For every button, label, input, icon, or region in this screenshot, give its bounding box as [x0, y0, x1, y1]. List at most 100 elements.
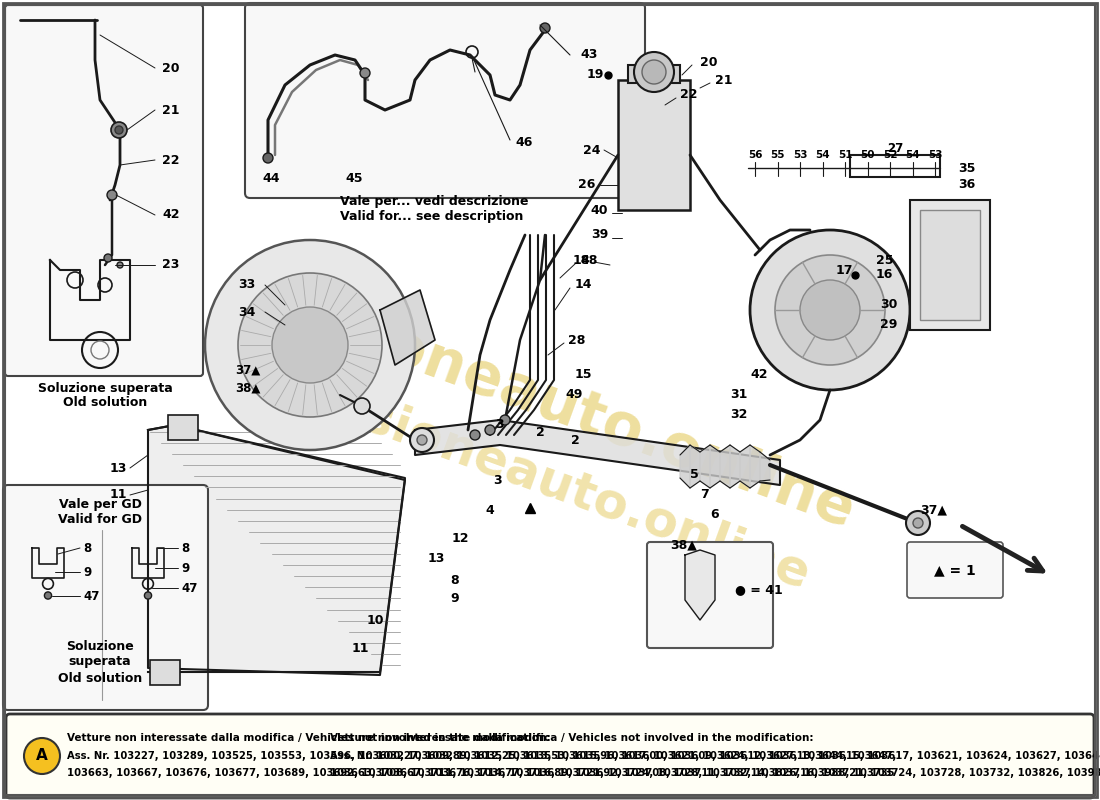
- Text: 16: 16: [876, 269, 893, 282]
- Text: Vale per GD: Vale per GD: [58, 498, 142, 511]
- Bar: [850, 155, 940, 177]
- Text: 43: 43: [580, 49, 597, 62]
- Text: 56: 56: [748, 150, 762, 160]
- Polygon shape: [760, 452, 770, 481]
- Text: 44: 44: [262, 172, 279, 185]
- Bar: [150, 660, 180, 685]
- Text: 29: 29: [880, 318, 898, 331]
- Circle shape: [360, 68, 370, 78]
- Text: 46: 46: [515, 135, 532, 149]
- Text: 22: 22: [680, 89, 697, 102]
- Circle shape: [913, 518, 923, 528]
- Text: 53: 53: [793, 150, 807, 160]
- Circle shape: [750, 230, 910, 390]
- Circle shape: [354, 398, 370, 414]
- Text: 13: 13: [110, 462, 128, 474]
- Text: 50: 50: [860, 150, 875, 160]
- Text: Old solution: Old solution: [58, 672, 142, 685]
- Text: 42: 42: [162, 209, 179, 222]
- Text: passioneauto.online: passioneauto.online: [218, 259, 862, 541]
- Polygon shape: [680, 445, 690, 488]
- Text: 21: 21: [715, 74, 733, 86]
- Text: Vale per... vedi descrizione: Vale per... vedi descrizione: [340, 195, 528, 208]
- Circle shape: [24, 738, 60, 774]
- Circle shape: [540, 23, 550, 33]
- Circle shape: [776, 255, 886, 365]
- Bar: [910, 200, 990, 330]
- FancyBboxPatch shape: [908, 542, 1003, 598]
- Text: 55: 55: [770, 150, 784, 160]
- Text: A: A: [36, 749, 48, 763]
- Text: 54: 54: [815, 150, 829, 160]
- Text: 2: 2: [571, 434, 580, 446]
- Text: 23: 23: [162, 258, 179, 271]
- Text: 14: 14: [575, 278, 593, 291]
- Text: 33: 33: [238, 278, 255, 291]
- Polygon shape: [740, 445, 750, 488]
- Circle shape: [117, 262, 123, 268]
- Text: 5: 5: [690, 469, 698, 482]
- Text: Old solution: Old solution: [63, 396, 147, 409]
- Text: 24: 24: [583, 143, 600, 157]
- Text: 38▲: 38▲: [670, 538, 697, 551]
- Circle shape: [485, 425, 495, 435]
- Polygon shape: [710, 445, 720, 488]
- Text: Vetture non interessate dalla modifica / Vehicles not involved in the modificati: Vetture non interessate dalla modifica /…: [67, 733, 550, 743]
- Text: 47: 47: [182, 582, 197, 594]
- Text: 3: 3: [496, 418, 504, 431]
- Text: Ass. Nr. 103227, 103289, 103525, 103553, 103596, 103600, 103609, 103612, 103613,: Ass. Nr. 103227, 103289, 103525, 103553,…: [330, 751, 1100, 761]
- Text: Soluzione superata: Soluzione superata: [37, 382, 173, 395]
- Circle shape: [417, 435, 427, 445]
- FancyBboxPatch shape: [6, 5, 204, 376]
- Text: 31: 31: [730, 389, 747, 402]
- Text: 26: 26: [578, 178, 595, 191]
- Circle shape: [263, 153, 273, 163]
- Circle shape: [634, 52, 674, 92]
- Text: 49: 49: [565, 389, 582, 402]
- Circle shape: [107, 190, 117, 200]
- Circle shape: [410, 428, 435, 452]
- Text: 22: 22: [162, 154, 179, 166]
- Text: 30: 30: [880, 298, 898, 311]
- Text: 48: 48: [580, 254, 597, 266]
- Circle shape: [116, 126, 123, 134]
- Text: 3: 3: [494, 474, 503, 486]
- Text: 25: 25: [876, 254, 893, 266]
- Text: 8: 8: [451, 574, 460, 586]
- Text: 103663, 103667, 103676, 103677, 103689, 103692, 103708, 103711, 103714, 103716, : 103663, 103667, 103676, 103677, 103689, …: [330, 768, 1100, 778]
- Circle shape: [272, 307, 348, 383]
- Text: 36: 36: [958, 178, 976, 191]
- Polygon shape: [720, 445, 730, 488]
- Text: 7: 7: [700, 489, 708, 502]
- Bar: [618, 80, 690, 210]
- Text: 12: 12: [451, 531, 469, 545]
- Text: 38▲: 38▲: [235, 382, 261, 394]
- Circle shape: [500, 415, 510, 425]
- Text: 39: 39: [591, 229, 608, 242]
- Text: passioneauto.online: passioneauto.online: [264, 360, 816, 600]
- Text: 8: 8: [182, 542, 189, 554]
- Text: 42: 42: [750, 369, 768, 382]
- Text: 10: 10: [366, 614, 384, 626]
- FancyBboxPatch shape: [647, 542, 773, 648]
- Text: 53: 53: [927, 150, 943, 160]
- Bar: [920, 210, 980, 320]
- Circle shape: [642, 60, 666, 84]
- Text: 8: 8: [82, 542, 91, 554]
- Circle shape: [800, 280, 860, 340]
- Circle shape: [205, 240, 415, 450]
- Polygon shape: [730, 445, 740, 488]
- Text: 9: 9: [82, 566, 91, 578]
- Text: Ass. Nr. 103227, 103289, 103525, 103553, 103596, 103600, 103609, 103612, 103613,: Ass. Nr. 103227, 103289, 103525, 103553,…: [67, 751, 896, 761]
- Text: 37▲: 37▲: [235, 363, 261, 377]
- Circle shape: [144, 592, 152, 599]
- Text: 35: 35: [958, 162, 976, 174]
- Circle shape: [906, 511, 930, 535]
- Polygon shape: [700, 445, 710, 488]
- Text: 20: 20: [162, 62, 179, 74]
- Text: ▲ = 1: ▲ = 1: [934, 563, 976, 577]
- Circle shape: [44, 592, 52, 599]
- Text: 17: 17: [836, 263, 854, 277]
- Text: Valid for GD: Valid for GD: [58, 513, 142, 526]
- Text: 51: 51: [838, 150, 853, 160]
